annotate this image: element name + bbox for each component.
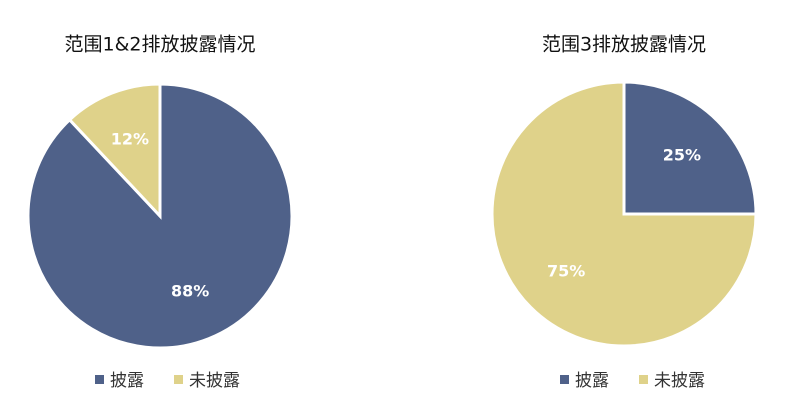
value-label: 12% <box>111 129 149 148</box>
pie-slice <box>490 80 758 348</box>
legend-marker <box>95 375 104 384</box>
legend-marker <box>639 375 648 384</box>
value-label: 25% <box>663 146 701 165</box>
legend-marker <box>560 375 569 384</box>
pie-slice <box>622 80 758 216</box>
legend-label: 披露 <box>110 371 144 391</box>
chart-title: 范围3排放披露情况 <box>542 34 706 56</box>
legend-label: 未披露 <box>189 371 240 391</box>
value-label: 88% <box>171 282 209 301</box>
legend-marker <box>174 375 183 384</box>
value-label: 75% <box>547 261 585 280</box>
legend-label: 披露 <box>575 371 609 391</box>
chart-title: 范围1&2排放披露情况 <box>65 34 256 56</box>
legend-label: 未披露 <box>654 371 705 391</box>
pie-slice <box>67 82 162 220</box>
